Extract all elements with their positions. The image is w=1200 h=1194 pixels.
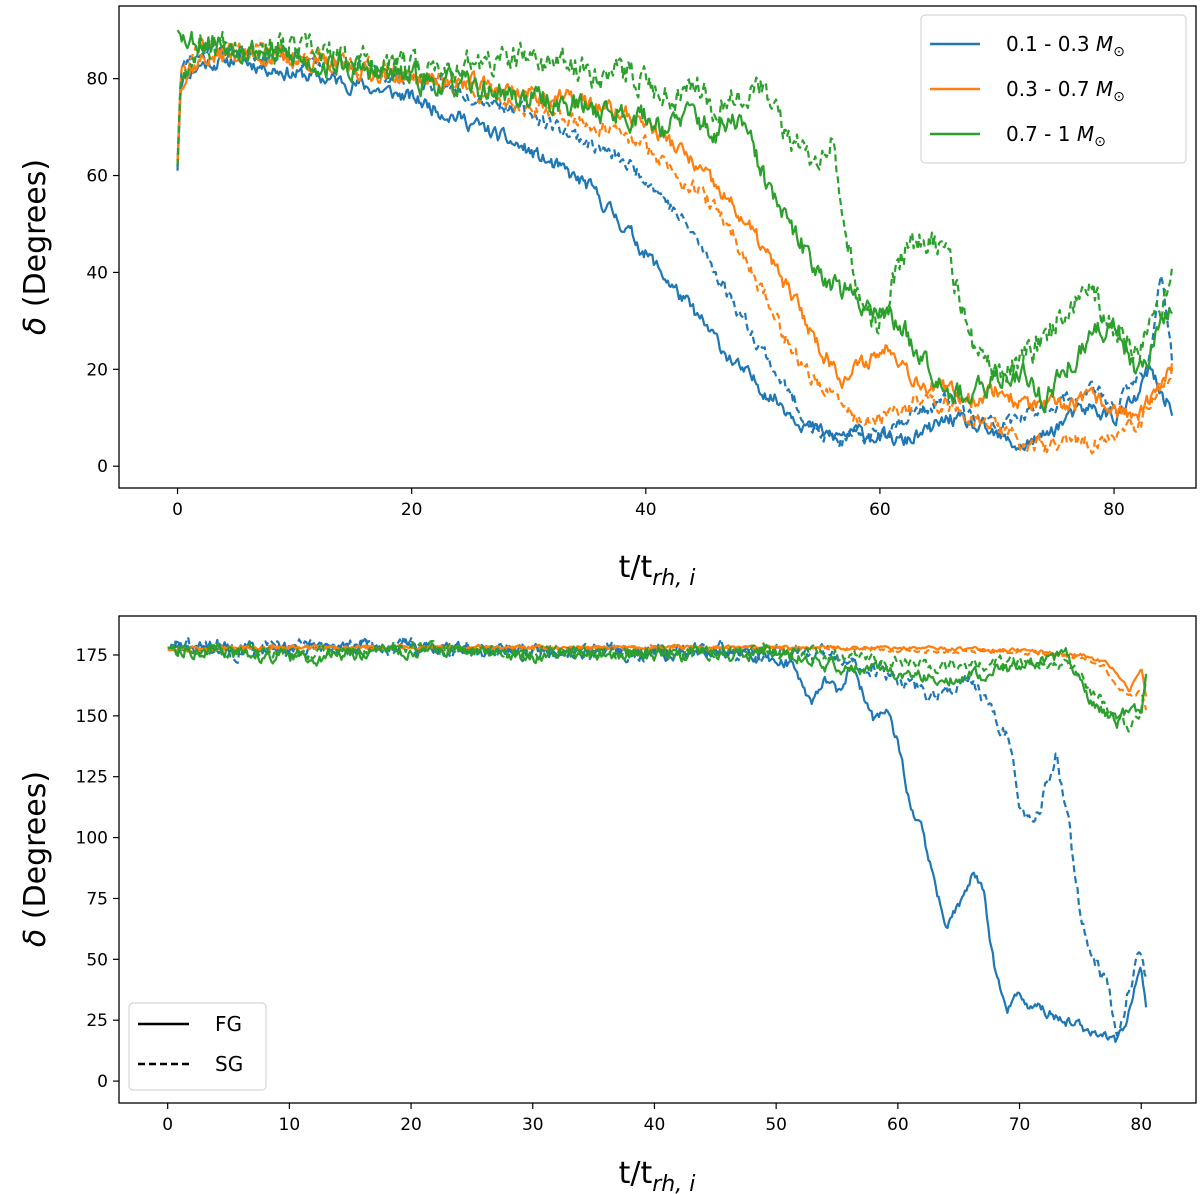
legend-label-sg: SG [215,1052,243,1076]
legend-label-0: 0.1 - 0.3 M⊙ [1006,32,1125,60]
x-tick-label: 50 [765,1115,787,1135]
top-x-axis-label: t/trh, i [619,550,696,591]
y-tick-label: 75 [86,889,108,909]
y-tick-label: 20 [86,360,108,380]
series-line-0-7-1-fg [167,642,1148,729]
x-tick-label: 60 [887,1115,909,1135]
bottom-legend: FG SG [128,1002,267,1091]
x-tick-label: 10 [279,1115,301,1135]
x-tick-label: 30 [522,1115,544,1135]
x-tick-label: 20 [401,500,423,520]
legend-label-fg: FG [215,1012,242,1036]
top-chart-series [176,29,1174,455]
y-tick-label: 150 [76,707,108,727]
bottom-chart-ticks: 0 10 20 30 40 50 60 70 80 0 25 50 75 100 125 150 175 [76,646,1153,1135]
series-line-0-7-1-fg [176,29,1173,414]
x-tick-label: 80 [1103,500,1125,520]
x-tick-label: 20 [400,1115,422,1135]
series-line-0-3-0-7-sg [176,36,1174,455]
bottom-legend-box [128,1002,267,1091]
bottom-x-axis-label: t/trh, i [619,1156,696,1194]
x-tick-label: 0 [172,500,183,520]
x-tick-label: 60 [869,500,891,520]
x-tick-label: 40 [644,1115,666,1135]
top-chart-ticks: 0 20 40 60 80 0 20 40 60 80 [86,70,1125,520]
y-tick-label: 25 [86,1011,108,1031]
y-tick-label: 40 [86,263,108,283]
y-tick-label: 125 [76,768,108,788]
bottom-chart-series [167,635,1148,1044]
x-tick-label: 80 [1130,1115,1152,1135]
bottom-y-axis-label: δ (Degrees) [18,771,53,947]
y-tick-label: 80 [86,70,108,90]
series-line-0-1-0-3-sg [176,42,1174,448]
y-tick-label: 50 [86,950,108,970]
top-legend-box [920,14,1187,164]
legend-label-1: 0.3 - 0.7 M⊙ [1006,77,1125,105]
y-tick-label: 100 [76,829,108,849]
top-legend: 0.1 - 0.3 M⊙ 0.3 - 0.7 M⊙ 0.7 - 1 M⊙ [920,14,1187,164]
top-y-axis-label: δ (Degrees) [18,159,53,335]
x-tick-label: 70 [1009,1115,1031,1135]
bottom-chart: 0 10 20 30 40 50 60 70 80 0 25 50 75 100 125 150 175 t/t… [18,615,1197,1194]
y-tick-label: 0 [97,1072,108,1092]
y-tick-label: 175 [76,646,108,666]
bottom-chart-frame [118,615,1197,1104]
y-tick-label: 60 [86,167,108,187]
top-chart-frame [118,5,1197,489]
series-line-0-7-1-sg [176,30,1174,383]
y-tick-label: 0 [97,457,108,477]
legend-label-2: 0.7 - 1 M⊙ [1006,122,1106,150]
x-tick-label: 40 [635,500,657,520]
series-line-0-3-0-7-sg [167,644,1148,711]
series-line-0-7-1-sg [167,639,1148,733]
x-tick-label: 0 [162,1115,173,1135]
series-line-0-1-0-3-fg [176,50,1174,452]
